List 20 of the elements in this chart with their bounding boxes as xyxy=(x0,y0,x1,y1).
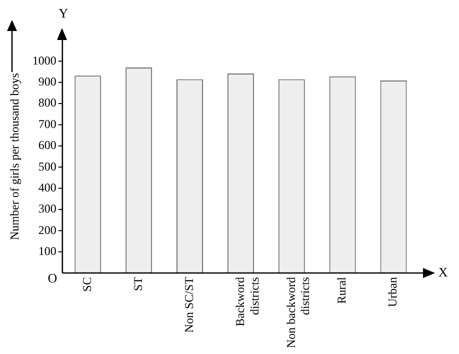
y-tick-label: 300 xyxy=(38,202,56,216)
y-tick-label: 100 xyxy=(38,244,56,258)
x-tick-label: ST xyxy=(130,276,145,292)
text: X xyxy=(438,264,448,280)
x-tick-label: SC xyxy=(80,277,94,292)
y-tick-label: 200 xyxy=(38,222,56,237)
x-tick-label: Backword districts xyxy=(232,276,262,326)
text: O xyxy=(48,270,58,286)
y-tick-label: 600 xyxy=(38,138,56,152)
x-tick-label: Non SC/ST xyxy=(182,276,196,333)
text: Y xyxy=(58,5,69,20)
y-tick-label: 800 xyxy=(38,96,56,110)
y-axis-title: Number of girls per thousand boys xyxy=(7,72,22,240)
y-tick-label: 400 xyxy=(38,180,56,194)
y-tick-label: 900 xyxy=(38,74,56,89)
y-tick-label: 700 xyxy=(38,116,56,131)
x-tick-label: Rural xyxy=(334,276,349,304)
y-tick-label: 500 xyxy=(38,159,56,174)
y-tick-label: 1000 xyxy=(32,53,56,68)
x-tick-label: Urban xyxy=(386,277,400,308)
